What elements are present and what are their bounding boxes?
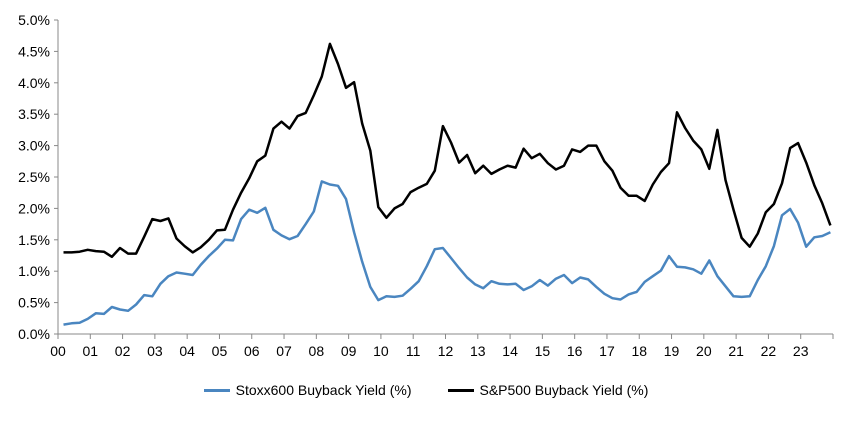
y-tick-label: 0.0% [18, 326, 50, 342]
x-tick-label: 15 [535, 343, 551, 359]
x-tick-label: 01 [83, 343, 99, 359]
y-tick-label: 1.5% [18, 232, 50, 248]
x-tick-label: 07 [276, 343, 292, 359]
x-tick-label: 12 [438, 343, 454, 359]
x-tick-label: 13 [470, 343, 486, 359]
x-tick-label: 06 [244, 343, 260, 359]
series-lines [63, 42, 832, 326]
x-tick-label: 18 [631, 343, 647, 359]
legend: Stoxx600 Buyback Yield (%) S&P500 Buybac… [0, 382, 852, 398]
y-tick-label: 2.5% [18, 169, 50, 185]
buyback-yield-chart: 0.0% 0.5% 1.0% 1.5% 2.0% 2.5% 3.0% 3.5% 4.0% 4.5%… [18, 12, 834, 359]
y-tick-label: 3.0% [18, 138, 50, 154]
y-tick-label: 3.5% [18, 106, 50, 122]
x-tick-label: 02 [115, 343, 131, 359]
x-tick-label: 19 [664, 343, 680, 359]
x-tick-label: 17 [599, 343, 615, 359]
x-tick-label: 08 [309, 343, 325, 359]
y-tick-label: 4.0% [18, 75, 50, 91]
legend-label-sp500: S&P500 Buyback Yield (%) [479, 382, 649, 398]
axes: 0.0% 0.5% 1.0% 1.5% 2.0% 2.5% 3.0% 3.5% 4.0% 4.5%… [18, 12, 834, 359]
legend-label-stoxx600: Stoxx600 Buyback Yield (%) [235, 382, 412, 398]
x-tick-label: 16 [567, 343, 583, 359]
legend-item-stoxx600: Stoxx600 Buyback Yield (%) [203, 382, 412, 398]
y-tick-label: 2.0% [18, 200, 50, 216]
x-tick-label: 09 [341, 343, 357, 359]
series-line-stoxx600 [63, 180, 831, 326]
y-tick-label: 1.0% [18, 263, 50, 279]
series-line-sp500 [63, 42, 832, 259]
x-tick-label: 23 [793, 343, 809, 359]
x-tick-label: 10 [373, 343, 389, 359]
x-tick-label: 11 [406, 343, 421, 359]
y-tick-label: 4.5% [18, 43, 50, 59]
x-tick-label: 00 [50, 343, 66, 359]
legend-swatch-stoxx600 [203, 388, 230, 392]
x-tick-label: 14 [502, 343, 518, 359]
x-tick-label: 20 [696, 343, 712, 359]
x-tick-label: 05 [212, 343, 228, 359]
x-tick-label: 22 [761, 343, 777, 359]
y-tick-label: 5.0% [18, 12, 50, 28]
legend-item-sp500: S&P500 Buyback Yield (%) [447, 382, 649, 398]
y-tick-label: 0.5% [18, 295, 50, 311]
x-tick-label: 21 [728, 343, 744, 359]
x-tick-label: 04 [179, 343, 195, 359]
legend-swatch-sp500 [447, 388, 474, 392]
x-tick-label: 03 [147, 343, 163, 359]
